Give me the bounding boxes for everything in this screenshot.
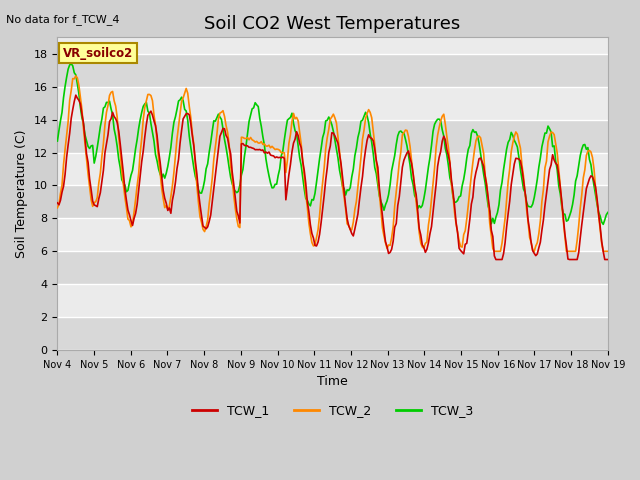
Text: No data for f_TCW_4: No data for f_TCW_4 [6, 14, 120, 25]
Bar [58, 54, 608, 87]
Bar [58, 185, 608, 218]
Legend: TCW_1, TCW_2, TCW_3: TCW_1, TCW_2, TCW_3 [187, 399, 479, 422]
X-axis label: Time: Time [317, 375, 348, 388]
Bar [58, 317, 608, 350]
Title: Soil CO2 West Temperatures: Soil CO2 West Temperatures [205, 15, 461, 33]
Bar [58, 252, 608, 284]
Y-axis label: Soil Temperature (C): Soil Temperature (C) [15, 130, 28, 258]
Bar [58, 120, 608, 153]
Text: VR_soilco2: VR_soilco2 [63, 47, 133, 60]
